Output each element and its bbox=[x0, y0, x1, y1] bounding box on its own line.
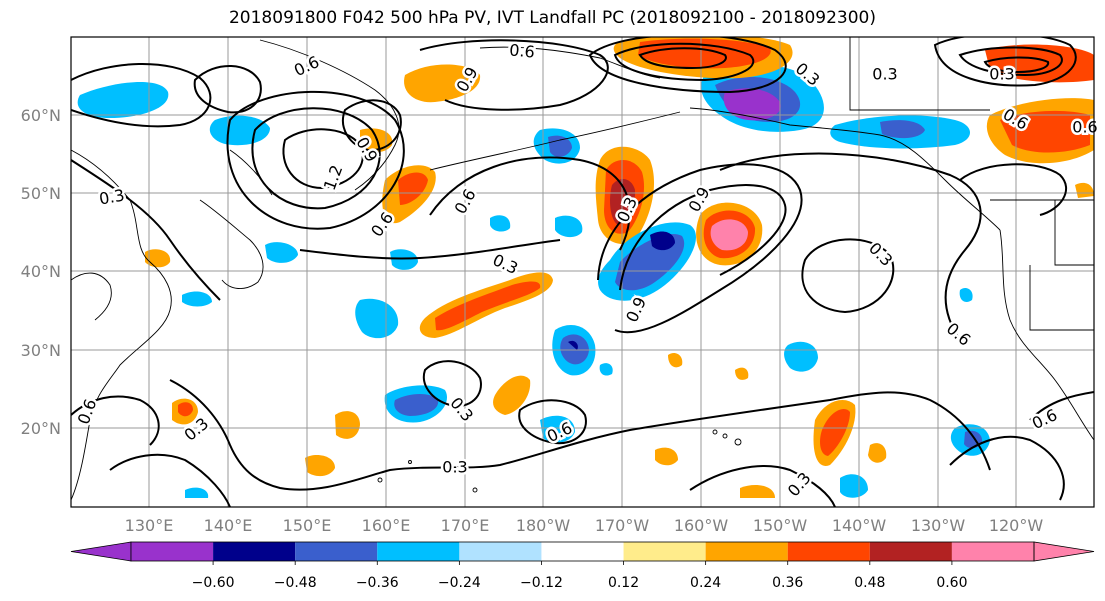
lat-label: 20°N bbox=[21, 419, 61, 438]
map-frame bbox=[70, 36, 1095, 508]
colorbar-bin bbox=[787, 542, 870, 561]
lon-label: 130°E bbox=[125, 516, 174, 535]
lon-label: 170°E bbox=[441, 516, 490, 535]
contour-label: 0.6 bbox=[1072, 118, 1097, 137]
lon-label: 160°E bbox=[362, 516, 411, 535]
lat-label: 60°N bbox=[21, 106, 61, 125]
colorbar-tick-label: 0.24 bbox=[690, 575, 721, 591]
colorbar-bin bbox=[869, 542, 952, 561]
colorbar-tick-label: −0.24 bbox=[438, 575, 481, 591]
colorbar-tick-label: −0.12 bbox=[520, 575, 563, 591]
colorbar-bin bbox=[705, 542, 788, 561]
colorbar-bin bbox=[951, 542, 1034, 561]
colorbar-tick-label: −0.60 bbox=[192, 575, 235, 591]
pv-shading bbox=[77, 37, 1094, 498]
map-title: 2018091800 F042 500 hPa PV, IVT Landfall… bbox=[228, 8, 876, 28]
colorbar-bin bbox=[377, 542, 460, 561]
colorbar-tick-label: 0.36 bbox=[772, 575, 803, 591]
map-background bbox=[71, 37, 1094, 507]
lon-label: 150°E bbox=[283, 516, 332, 535]
colorbar-tick-label: 0.12 bbox=[608, 575, 639, 591]
contour-label-halo: 0.6 bbox=[1072, 118, 1097, 137]
lat-label: 30°N bbox=[21, 341, 61, 360]
colorbar-bin bbox=[541, 542, 624, 561]
colorbar-bin bbox=[459, 542, 542, 561]
colorbar-extend-max bbox=[1033, 541, 1095, 562]
lon-label: 170°W bbox=[595, 516, 650, 535]
lat-label: 40°N bbox=[21, 262, 61, 281]
lat-label: 50°N bbox=[21, 184, 61, 203]
contour-label-halo: 0.3 bbox=[442, 458, 467, 477]
colorbar-outline bbox=[130, 541, 1035, 562]
longitude-labels: 130°E 140°E 150°E 160°E 170°E 180°W 170°W 160°W… bbox=[125, 516, 1044, 535]
colorbar-tick-label: −0.36 bbox=[356, 575, 399, 591]
colorbar-bin bbox=[213, 542, 296, 561]
contour-label: 0.3 bbox=[98, 185, 126, 208]
lon-label: 140°E bbox=[204, 516, 253, 535]
contour-label: 0.3 bbox=[442, 458, 467, 477]
colorbar-tick-label: −0.48 bbox=[274, 575, 317, 591]
lon-label: 140°W bbox=[832, 516, 887, 535]
contour-label: 0.6 bbox=[509, 40, 536, 61]
contour-label-halo: 0.3 bbox=[872, 65, 897, 84]
colorbar-tick-label: 0.48 bbox=[854, 575, 885, 591]
ivt-contours bbox=[71, 37, 1094, 507]
contour-label: 0.3 bbox=[989, 65, 1014, 84]
lon-label: 120°W bbox=[989, 516, 1044, 535]
colorbar-bin bbox=[295, 542, 378, 561]
lon-label: 180°W bbox=[516, 516, 571, 535]
lon-label: 150°W bbox=[753, 516, 808, 535]
contour-label: 0.3 bbox=[872, 65, 897, 84]
colorbar-tick-label: 0.60 bbox=[936, 575, 967, 591]
lon-label: 130°W bbox=[911, 516, 966, 535]
colorbar-tick-labels: −0.60 −0.48 −0.36 −0.24 −0.12 0.12 0.24 0.36 0.4… bbox=[192, 561, 967, 591]
map-gridlines bbox=[71, 37, 1094, 507]
contour-label-halo: 0.6 bbox=[509, 40, 536, 61]
colorbar-bin bbox=[131, 542, 214, 561]
lon-label: 160°W bbox=[674, 516, 729, 535]
colorbar-extend-min bbox=[70, 541, 132, 562]
colorbar-bin bbox=[623, 542, 706, 561]
colorbar bbox=[70, 541, 1095, 562]
contour-label-halo: 0.3 bbox=[989, 65, 1014, 84]
latitude-labels: 60°N 50°N 40°N 30°N 20°N bbox=[21, 106, 61, 438]
